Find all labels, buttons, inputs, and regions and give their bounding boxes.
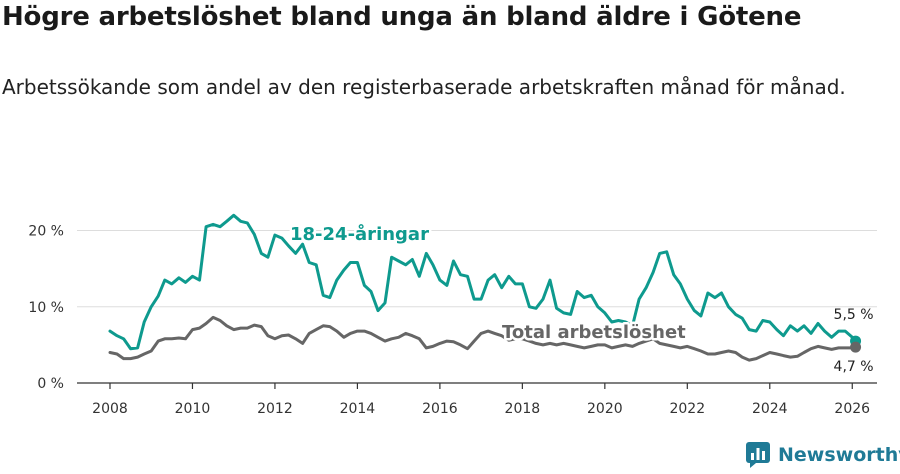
end-point-total <box>850 341 862 353</box>
end-label-18-24: 5,5 % <box>834 307 874 323</box>
series-line-total <box>108 315 858 362</box>
x-axis: 2008 2010 2012 2014 2016 2018 2020 2022 2024 2026 <box>77 382 877 417</box>
y-tick-label: 10 % <box>28 300 64 316</box>
x-tick-label: 2010 <box>175 401 211 417</box>
x-tick-label: 2022 <box>669 401 705 417</box>
x-tick-label: 2012 <box>257 401 293 417</box>
end-points: 5,5 % 4,7 % <box>834 307 874 375</box>
series-line-18-24 <box>108 213 858 351</box>
x-tick-label: 2024 <box>752 401 788 417</box>
series-lines <box>108 213 858 362</box>
series-labels: 18-24-åringar Total arbetslöshet <box>288 221 689 346</box>
x-tick-label: 2016 <box>422 401 458 417</box>
x-tick-label: 2018 <box>505 401 541 417</box>
newsworthy-logo-text: Newsworthy <box>778 444 900 466</box>
end-label-total: 4,7 % <box>834 359 874 375</box>
series-label-18-24: 18-24-åringar <box>290 223 429 245</box>
x-tick-label: 2008 <box>92 401 128 417</box>
x-tick-label: 2014 <box>340 401 376 417</box>
chart-subtitle: Arbetssökande som andel av den registerb… <box>2 75 846 99</box>
y-gridlines <box>77 230 877 308</box>
newsworthy-logo-icon <box>746 442 770 468</box>
newsworthy-logo: Newsworthy <box>746 442 900 468</box>
series-label-total: Total arbetslöshet <box>502 322 686 343</box>
y-tick-label: 0 % <box>37 376 64 392</box>
y-axis-labels: 0 % 10 % 20 % <box>28 224 64 393</box>
chart-title: Högre arbetslöshet bland unga än bland ä… <box>2 2 802 32</box>
x-tick-label: 2026 <box>834 401 870 417</box>
x-tick-label: 2020 <box>587 401 623 417</box>
y-tick-label: 20 % <box>28 224 64 240</box>
